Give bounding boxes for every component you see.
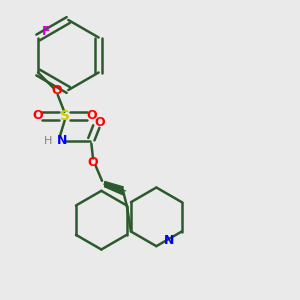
Text: N: N [57, 134, 67, 147]
Text: H: H [44, 136, 52, 146]
Text: O: O [88, 156, 98, 169]
Text: O: O [51, 84, 62, 97]
Text: O: O [94, 116, 105, 129]
Text: N: N [164, 234, 174, 247]
Text: F: F [42, 25, 51, 38]
Polygon shape [105, 182, 123, 195]
Text: S: S [60, 109, 70, 123]
Text: O: O [87, 109, 97, 122]
Text: O: O [32, 109, 43, 122]
